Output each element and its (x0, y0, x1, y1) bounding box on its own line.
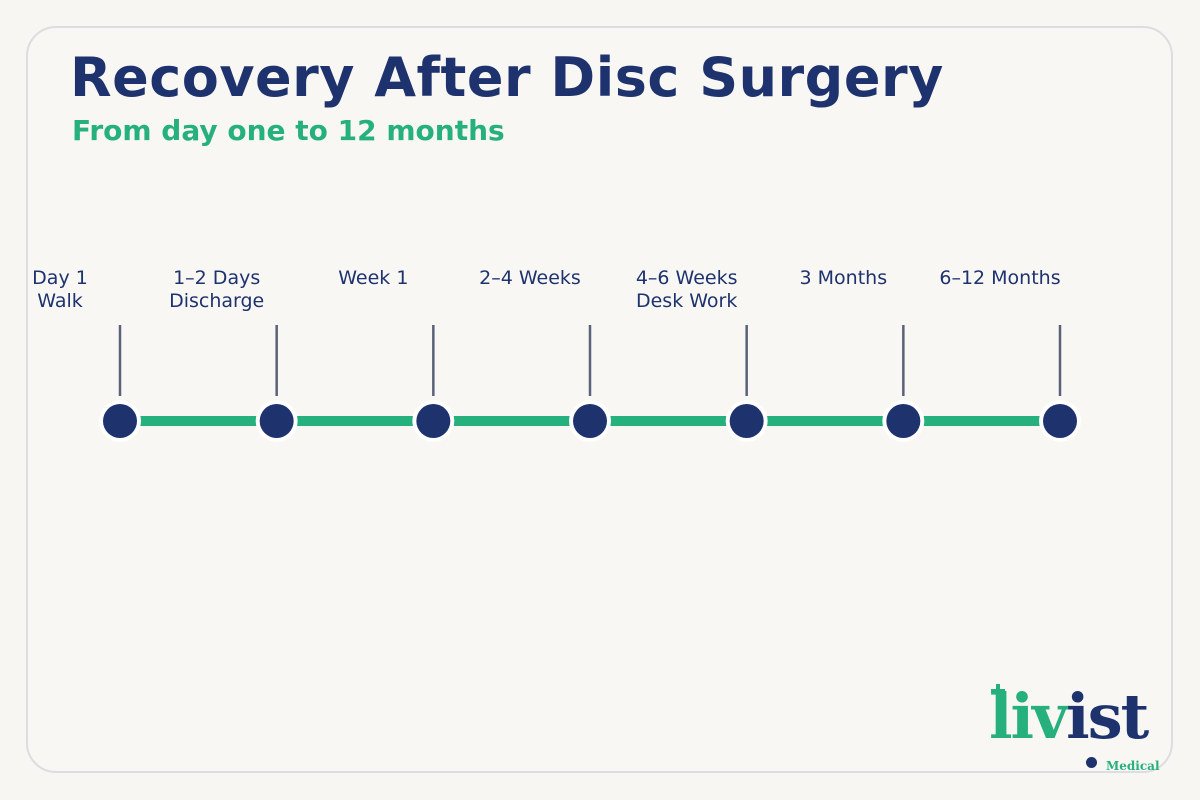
milestone-node (1043, 404, 1077, 438)
milestone-node (103, 404, 137, 438)
milestone-label: Day 1 (32, 267, 88, 289)
milestone-label: Desk Work (636, 290, 737, 312)
milestone-node (259, 404, 294, 438)
milestone-label: 1–2 Days (173, 267, 260, 289)
logo-dot-icon (1086, 757, 1097, 768)
logo-word-green: liv (989, 680, 1068, 753)
page-subtitle: From day one to 12 months (72, 114, 505, 147)
milestone-label: Week 1 (338, 267, 408, 289)
logo-word-blue: ist (1066, 680, 1149, 753)
milestone-node (729, 404, 764, 438)
milestone-node (416, 404, 451, 438)
logo-tagline: Medical (1106, 759, 1160, 773)
milestone-node (573, 404, 607, 438)
milestone-label: 6–12 Months (939, 267, 1060, 289)
milestone-label: Walk (37, 290, 83, 312)
milestone-label: 4–6 Weeks (636, 267, 738, 289)
logo-wordmark: livist (989, 686, 1149, 748)
logo-cross-icon (991, 684, 1005, 698)
livist-logo: livist Medical (985, 682, 1165, 777)
milestone-label: Discharge (169, 290, 264, 312)
milestone-node (886, 404, 921, 438)
milestone-label: 2–4 Weeks (479, 267, 581, 289)
page-title: Recovery After Disc Surgery (70, 46, 944, 109)
milestone-label: 3 Months (800, 267, 888, 289)
content-card (26, 26, 1173, 773)
